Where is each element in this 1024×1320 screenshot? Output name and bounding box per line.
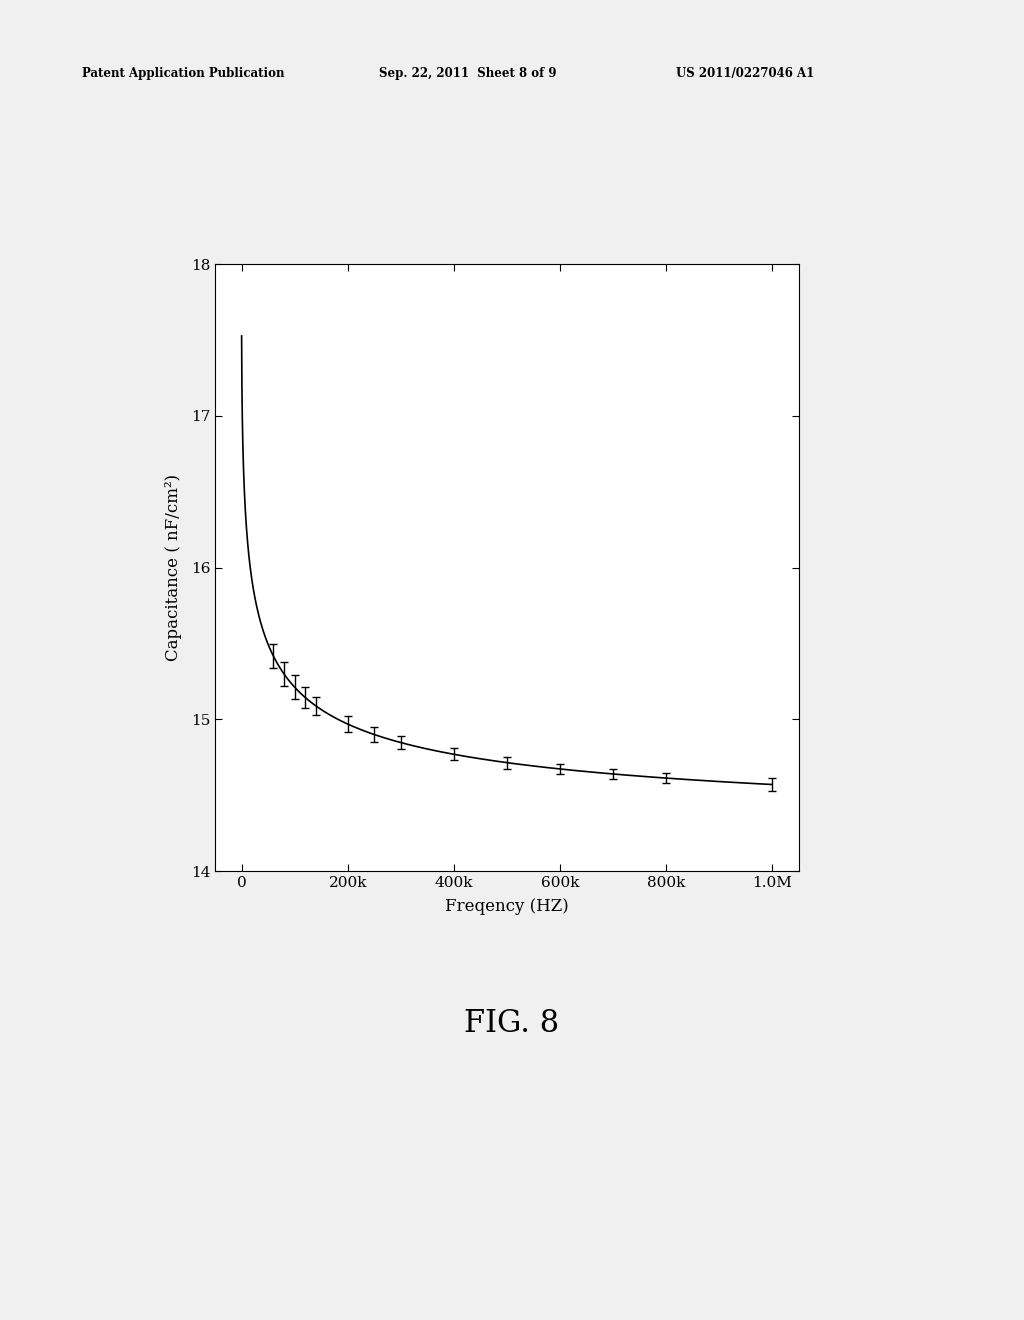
Text: Sep. 22, 2011  Sheet 8 of 9: Sep. 22, 2011 Sheet 8 of 9 <box>379 66 556 79</box>
Text: Patent Application Publication: Patent Application Publication <box>82 66 285 79</box>
Text: US 2011/0227046 A1: US 2011/0227046 A1 <box>676 66 814 79</box>
Y-axis label: Capacitance ( nF/cm²): Capacitance ( nF/cm²) <box>165 474 182 661</box>
X-axis label: Freqency (HZ): Freqency (HZ) <box>445 899 568 915</box>
Text: FIG. 8: FIG. 8 <box>465 1007 559 1039</box>
